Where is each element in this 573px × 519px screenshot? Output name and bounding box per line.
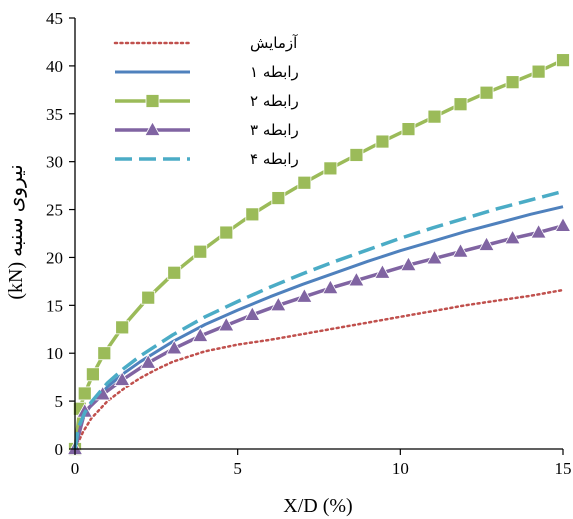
legend-marker xyxy=(145,94,160,108)
series-3-line xyxy=(73,58,564,450)
series-4-point xyxy=(322,279,339,294)
series-3 xyxy=(68,53,570,456)
series-5-line xyxy=(73,189,564,450)
series-3-point xyxy=(505,75,520,90)
x-tick-label: 5 xyxy=(233,459,242,478)
y-tick-label: 25 xyxy=(46,201,63,220)
plot-area xyxy=(66,53,572,456)
x-axis-title: X/D (%) xyxy=(283,495,352,517)
series-3-point xyxy=(141,290,156,305)
series-4-point xyxy=(244,306,261,321)
y-tick-label: 40 xyxy=(46,57,63,76)
series-3-point xyxy=(271,191,286,205)
y-tick-label: 5 xyxy=(55,392,64,411)
legend-label: آزمایش xyxy=(250,34,298,52)
series-4-line xyxy=(73,224,564,450)
axes: 0 5 10 15 20 25 30 35 40 45 0 5 10 15 xyxy=(46,9,572,478)
series-4-point xyxy=(166,339,183,355)
series-3-point xyxy=(349,148,364,162)
series-3-point xyxy=(219,225,234,240)
series-3-point xyxy=(77,386,92,401)
y-tick-label: 30 xyxy=(46,153,63,172)
x-tick-label: 15 xyxy=(555,459,572,478)
series-4-point xyxy=(296,287,313,303)
series-4-point xyxy=(270,296,287,312)
series-3-point xyxy=(453,97,468,112)
series-3-point xyxy=(401,122,416,137)
series-3-point xyxy=(245,207,260,222)
series-3-point xyxy=(297,175,312,190)
series-3-point xyxy=(97,346,112,361)
y-tick-label: 10 xyxy=(46,344,63,363)
series-4-point xyxy=(504,229,521,245)
series-3-point xyxy=(167,265,182,280)
legend-label: رابطه ۱ xyxy=(250,63,299,81)
y-tick-label: 45 xyxy=(46,9,63,28)
series-3-point xyxy=(556,53,570,68)
legend-label: رابطه ۲ xyxy=(250,92,299,110)
series-1-line xyxy=(73,288,565,451)
series-4-point xyxy=(218,316,235,332)
legend-item-1: آزمایش xyxy=(113,34,298,52)
y-tick-label: 35 xyxy=(46,105,63,124)
series-4-point xyxy=(530,223,547,239)
series-4-point xyxy=(426,249,443,265)
legend-label: رابطه ۴ xyxy=(250,150,299,168)
series-4-point xyxy=(400,256,417,272)
series-4-point xyxy=(113,371,131,386)
series-5 xyxy=(73,189,564,450)
series-3-point xyxy=(427,109,442,124)
series-3-point xyxy=(193,244,208,259)
y-tick-label: 15 xyxy=(46,296,63,315)
series-4-point xyxy=(452,242,469,258)
series-3-point xyxy=(479,85,494,100)
series-4-point xyxy=(348,271,365,287)
series-4-point xyxy=(374,263,391,279)
legend-marker xyxy=(144,121,161,136)
legend-item-3: رابطه ۲ xyxy=(115,92,299,110)
x-tick-label: 0 xyxy=(71,459,80,478)
series-3-point xyxy=(85,367,100,382)
series-4-point xyxy=(192,327,209,342)
y-axis-title: نیروی سنبه (kN) xyxy=(5,164,27,299)
series-4-point xyxy=(140,353,157,369)
series-1 xyxy=(73,288,565,451)
legend-item-4: رابطه ۳ xyxy=(115,121,299,139)
series-3-point xyxy=(375,134,390,149)
legend-item-2: رابطه ۱ xyxy=(115,63,299,81)
x-tick-label: 10 xyxy=(392,459,409,478)
y-tick-label: 0 xyxy=(55,440,64,459)
legend-item-5: رابطه ۴ xyxy=(115,150,299,168)
series-4 xyxy=(66,217,572,455)
series-4-point xyxy=(478,236,495,251)
series-3-point xyxy=(323,161,338,176)
y-tick-label: 20 xyxy=(46,248,63,267)
series-4-point xyxy=(554,217,572,232)
legend: آزمایش رابطه ۱ رابطه ۲ رابطه ۳ رابطه ۴ xyxy=(113,34,299,168)
series-3-point xyxy=(531,64,546,79)
legend-label: رابطه ۳ xyxy=(250,121,299,139)
series-3-point xyxy=(115,320,130,335)
